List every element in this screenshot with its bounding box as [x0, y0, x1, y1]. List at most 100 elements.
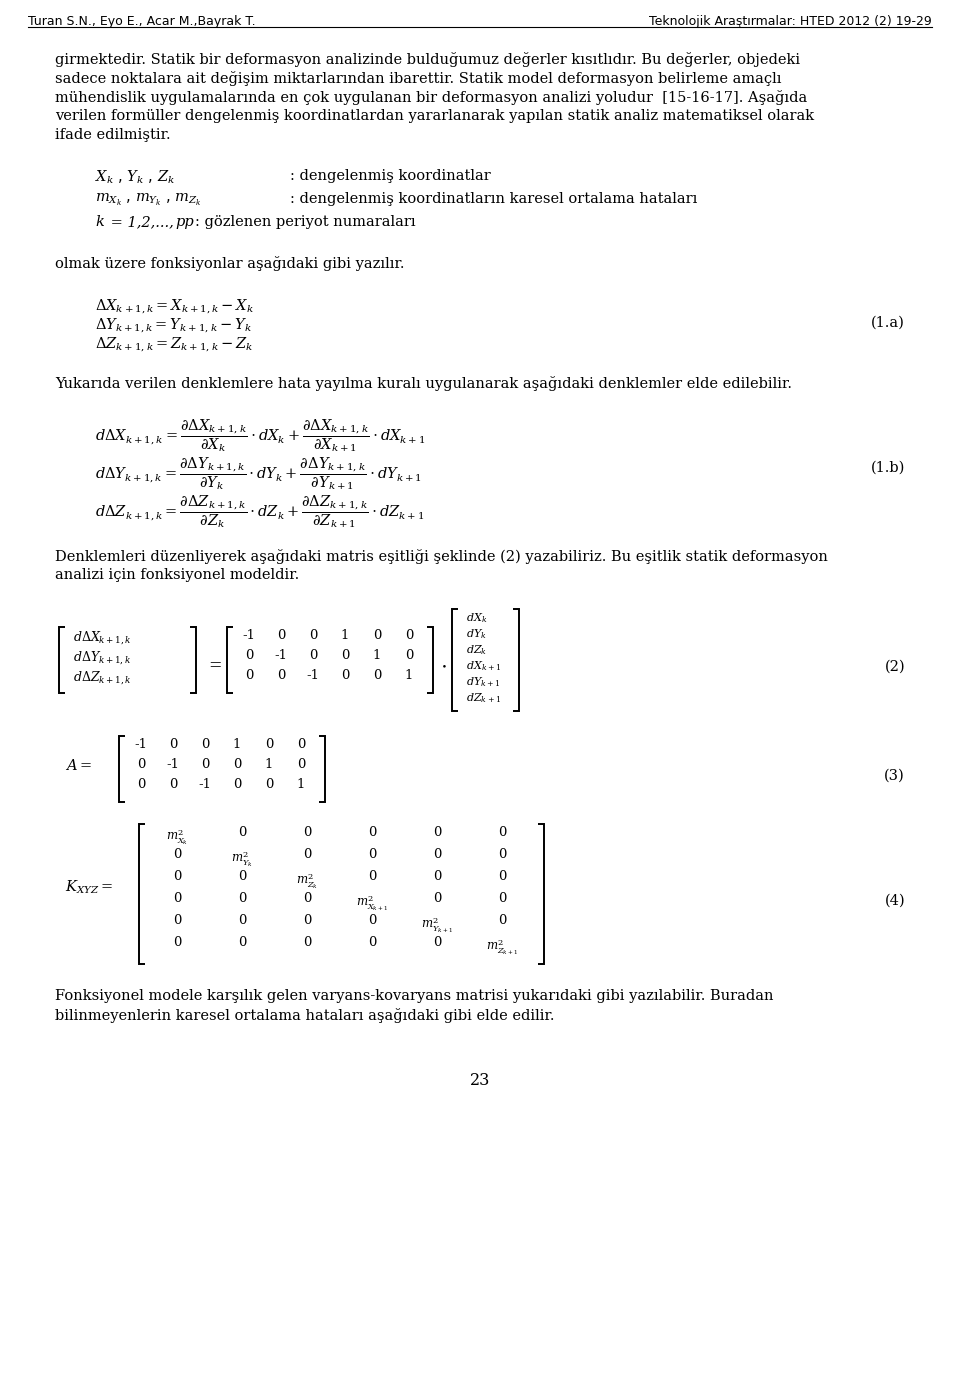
Text: 0: 0 — [265, 778, 274, 791]
Text: $A =$: $A =$ — [65, 757, 92, 773]
Text: $dZ_{k+1}$: $dZ_{k+1}$ — [466, 691, 501, 705]
Text: bilinmeyenlerin karesel ortalama hataları aşağıdaki gibi elde edilir.: bilinmeyenlerin karesel ortalama hatalar… — [55, 1007, 555, 1023]
Text: 0: 0 — [405, 650, 413, 662]
Text: $m^2_{X_k}$: $m^2_{X_k}$ — [166, 826, 188, 847]
Text: 0: 0 — [297, 738, 305, 750]
Text: $d\Delta X_{k+1,k} = \dfrac{\partial \Delta X_{k+1,k}}{\partial X_k} \cdot dX_k : $d\Delta X_{k+1,k} = \dfrac{\partial \De… — [95, 417, 425, 453]
Text: $\cdot$: $\cdot$ — [440, 656, 446, 674]
Text: 0: 0 — [245, 669, 253, 681]
Text: (1.a): (1.a) — [871, 316, 905, 330]
Text: -1: -1 — [306, 669, 320, 681]
Text: -1: -1 — [134, 738, 148, 750]
Text: 0: 0 — [368, 871, 376, 883]
Text: 0: 0 — [297, 757, 305, 771]
Text: analizi için fonksiyonel modeldir.: analizi için fonksiyonel modeldir. — [55, 568, 300, 582]
Text: 0: 0 — [233, 778, 241, 791]
Text: $d\Delta Y_{k+1,k}$: $d\Delta Y_{k+1,k}$ — [73, 650, 131, 666]
Text: 0: 0 — [238, 891, 246, 905]
Text: 23: 23 — [469, 1072, 491, 1089]
Text: -1: -1 — [166, 757, 180, 771]
Text: $dX_{k+1}$: $dX_{k+1}$ — [466, 659, 501, 673]
Text: 0: 0 — [238, 914, 246, 927]
Text: 0: 0 — [238, 826, 246, 839]
Text: 0: 0 — [433, 936, 442, 949]
Text: $d\Delta Z_{k+1,k}$: $d\Delta Z_{k+1,k}$ — [73, 669, 132, 685]
Text: $m^2_{Y_k}$: $m^2_{Y_k}$ — [231, 849, 252, 869]
Text: verilen formüller dengelenmiş koordinatlardan yararlanarak yapılan statik analiz: verilen formüller dengelenmiş koordinatl… — [55, 109, 814, 123]
Text: : dengelenmiş koordinatlar: : dengelenmiş koordinatlar — [290, 169, 491, 182]
Text: 0: 0 — [173, 914, 181, 927]
Text: pp: pp — [175, 216, 194, 229]
Text: 0: 0 — [276, 629, 285, 643]
Text: 0: 0 — [433, 849, 442, 861]
Text: 0: 0 — [238, 871, 246, 883]
Text: -1: -1 — [243, 629, 255, 643]
Text: 0: 0 — [433, 871, 442, 883]
Text: 1: 1 — [372, 650, 381, 662]
Text: 0: 0 — [302, 914, 311, 927]
Text: -1: -1 — [275, 650, 287, 662]
Text: 0: 0 — [498, 871, 506, 883]
Text: 1: 1 — [297, 778, 305, 791]
Text: = 1,2,...,: = 1,2,..., — [106, 216, 174, 229]
Text: $d\Delta Y_{k+1,k} = \dfrac{\partial \Delta Y_{k+1,k}}{\partial Y_k} \cdot dY_k : $d\Delta Y_{k+1,k} = \dfrac{\partial \De… — [95, 455, 421, 492]
Text: 0: 0 — [173, 936, 181, 949]
Text: $dZ_k$: $dZ_k$ — [466, 643, 487, 656]
Text: 0: 0 — [368, 936, 376, 949]
Text: 1: 1 — [405, 669, 413, 681]
Text: Fonksiyonel modele karşılık gelen varyans-kovaryans matrisi yukarıdaki gibi yazı: Fonksiyonel modele karşılık gelen varyan… — [55, 990, 774, 1003]
Text: 0: 0 — [276, 669, 285, 681]
Text: $m^2_{Z_{k+1}}$: $m^2_{Z_{k+1}}$ — [486, 936, 518, 956]
Text: 0: 0 — [173, 871, 181, 883]
Text: 0: 0 — [137, 778, 145, 791]
Text: $d\Delta Z_{k+1,k} = \dfrac{\partial \Delta Z_{k+1,k}}{\partial Z_k} \cdot dZ_k : $d\Delta Z_{k+1,k} = \dfrac{\partial \De… — [95, 493, 424, 529]
Text: 0: 0 — [245, 650, 253, 662]
Text: $\Delta Y_{k+1,k} = Y_{k+1,k} - Y_k$: $\Delta Y_{k+1,k} = Y_{k+1,k} - Y_k$ — [95, 316, 252, 334]
Text: $dY_{k+1}$: $dY_{k+1}$ — [466, 674, 500, 688]
Text: 0: 0 — [405, 629, 413, 643]
Text: 0: 0 — [309, 629, 317, 643]
Text: 1: 1 — [233, 738, 241, 750]
Text: 0: 0 — [169, 778, 178, 791]
Text: 0: 0 — [341, 650, 349, 662]
Text: k: k — [95, 216, 104, 229]
Text: 0: 0 — [372, 629, 381, 643]
Text: 0: 0 — [302, 849, 311, 861]
Text: 0: 0 — [498, 891, 506, 905]
Text: 1: 1 — [341, 629, 349, 643]
Text: 0: 0 — [137, 757, 145, 771]
Text: 0: 0 — [433, 891, 442, 905]
Text: 0: 0 — [173, 891, 181, 905]
Text: 0: 0 — [233, 757, 241, 771]
Text: -1: -1 — [199, 778, 211, 791]
Text: 0: 0 — [372, 669, 381, 681]
Text: Teknolojik Araştırmalar: HTED 2012 (2) 19-29: Teknolojik Araştırmalar: HTED 2012 (2) 1… — [649, 15, 932, 28]
Text: 0: 0 — [341, 669, 349, 681]
Text: ifade edilmiştir.: ifade edilmiştir. — [55, 129, 171, 142]
Text: $dX_k$: $dX_k$ — [466, 611, 488, 625]
Text: $\Delta X_{k+1,k} = X_{k+1,k} - X_k$: $\Delta X_{k+1,k} = X_{k+1,k} - X_k$ — [95, 297, 254, 315]
Text: $X_k$ , $Y_k$ , $Z_k$: $X_k$ , $Y_k$ , $Z_k$ — [95, 169, 175, 187]
Text: $m^2_{Y_{k+1}}$: $m^2_{Y_{k+1}}$ — [421, 914, 453, 936]
Text: $\Delta Z_{k+1,k} = Z_{k+1,k} - Z_k$: $\Delta Z_{k+1,k} = Z_{k+1,k} - Z_k$ — [95, 334, 253, 354]
Text: $d\Delta X_{k+1,k}$: $d\Delta X_{k+1,k}$ — [73, 629, 132, 645]
Text: 0: 0 — [368, 826, 376, 839]
Text: $m_{X_k}$ , $m_{Y_k}$ , $m_{Z_k}$: $m_{X_k}$ , $m_{Y_k}$ , $m_{Z_k}$ — [95, 192, 202, 209]
Text: 0: 0 — [173, 849, 181, 861]
Text: : gözlenen periyot numaraları: : gözlenen periyot numaraları — [195, 216, 416, 229]
Text: 0: 0 — [201, 757, 209, 771]
Text: : dengelenmiş koordinatların karesel ortalama hataları: : dengelenmiş koordinatların karesel ort… — [290, 192, 697, 206]
Text: (2): (2) — [884, 661, 905, 674]
Text: $dY_k$: $dY_k$ — [466, 627, 487, 641]
Text: 0: 0 — [302, 936, 311, 949]
Text: girmektedir. Statik bir deformasyon analizinde bulduğumuz değerler kısıtlıdır. B: girmektedir. Statik bir deformasyon anal… — [55, 53, 800, 66]
Text: 0: 0 — [201, 738, 209, 750]
Text: olmak üzere fonksiyonlar aşağıdaki gibi yazılır.: olmak üzere fonksiyonlar aşağıdaki gibi … — [55, 256, 404, 271]
Text: 0: 0 — [309, 650, 317, 662]
Text: 1: 1 — [265, 757, 274, 771]
Text: 0: 0 — [265, 738, 274, 750]
Text: Turan S.N., Eyo E., Acar M.,Bayrak T.: Turan S.N., Eyo E., Acar M.,Bayrak T. — [28, 15, 255, 28]
Text: 0: 0 — [368, 914, 376, 927]
Text: 0: 0 — [498, 914, 506, 927]
Text: sadece noktalara ait değişim miktarlarından ibarettir. Statik model deformasyon : sadece noktalara ait değişim miktarların… — [55, 70, 781, 86]
